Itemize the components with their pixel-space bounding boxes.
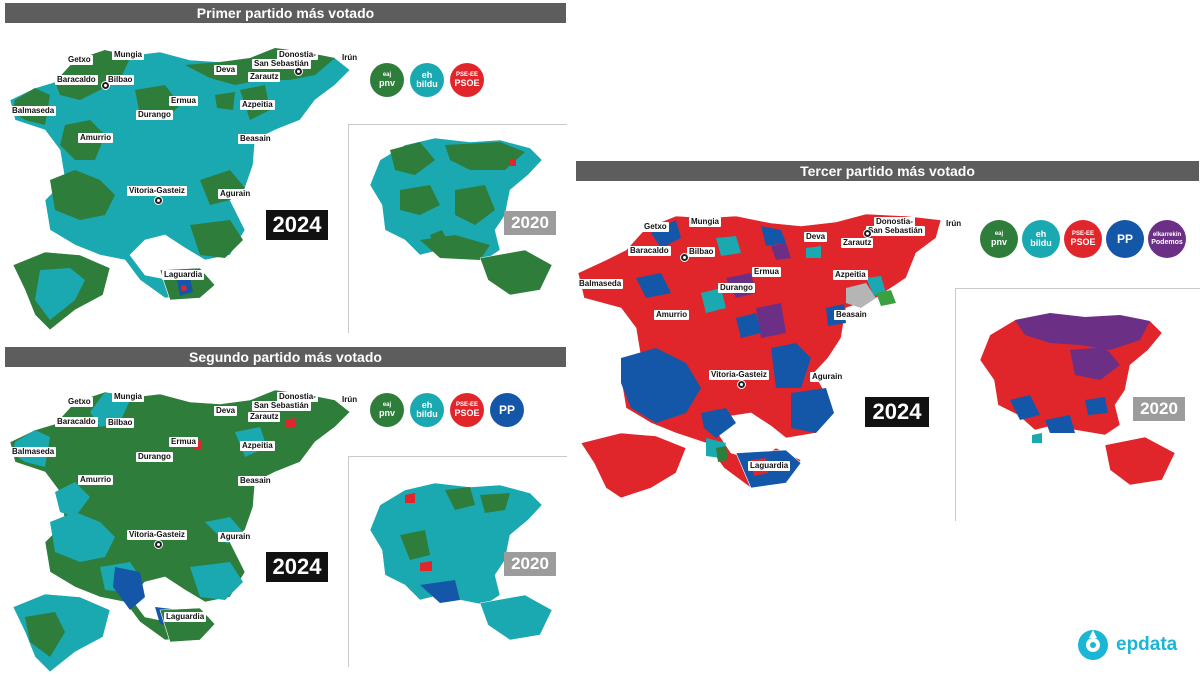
city-label-vitoria: Vitoria-Gasteiz: [709, 370, 769, 380]
city-marker-donostia: [863, 229, 872, 238]
city-label-durango: Durango: [718, 283, 755, 293]
panel-title-segundo: Segundo partido más votado: [5, 347, 566, 367]
city-label-agurain: Agurain: [810, 372, 845, 382]
city-label-mungia: Mungia: [112, 50, 144, 60]
legend-segundo: eaj pnv eh bildu PSE-EE PSOE PP: [370, 393, 524, 427]
city-label-bilbao: Bilbao: [687, 247, 716, 257]
map-primer-2020: [369, 137, 553, 296]
city-label-beasain: Beasain: [238, 476, 273, 486]
city-label-donostia: Donostia-: [277, 50, 318, 60]
city-label-baracaldo: Baracaldo: [628, 246, 671, 256]
city-label-zarautz: Zarautz: [841, 238, 874, 248]
city-label-deva: Deva: [214, 406, 238, 416]
party-bildu-logo: eh bildu: [1022, 220, 1060, 258]
city-label-getxo: Getxo: [66, 397, 93, 407]
city-label-bilbao: Bilbao: [106, 75, 135, 85]
party-pp-logo: PP: [1106, 220, 1144, 258]
city-label-irun: Irún: [944, 219, 964, 229]
city-label-getxo: Getxo: [66, 55, 93, 65]
party-pnv-logo: eaj pnv: [980, 220, 1018, 258]
city-label-zarautz: Zarautz: [248, 412, 281, 422]
party-bildu-logo: eh bildu: [410, 393, 444, 427]
city-label-laguardia: Laguardia: [748, 461, 791, 471]
map-tercer-2024: [577, 213, 942, 499]
city-label-irun: Irún: [340, 53, 360, 63]
city-label-donostia: Donostia-: [277, 392, 318, 402]
city-label-amurrio: Amurrio: [78, 133, 114, 143]
inset-frame-primer: [348, 124, 567, 333]
city-label-balmaseda: Balmaseda: [577, 279, 624, 289]
city-label-agurain: Agurain: [218, 532, 253, 542]
inset-frame-tercer: [955, 288, 1200, 521]
city-label-azpeitia: Azpeitia: [240, 100, 275, 110]
party-pnv-logo: eaj pnv: [370, 393, 404, 427]
city-label-ermua: Ermua: [169, 96, 198, 106]
year-main-segundo: 2024: [266, 552, 328, 582]
city-marker-vitoria: [737, 380, 746, 389]
city-label-vitoria: Vitoria-Gasteiz: [127, 186, 187, 196]
city-label-laguardia: Laguardia: [164, 612, 207, 622]
city-label-mungia: Mungia: [112, 392, 144, 402]
city-label-balmaseda: Balmaseda: [10, 106, 57, 116]
city-label-san-sebastian: San Sebastián: [252, 59, 311, 69]
city-label-san-sebastian: San Sebastián: [866, 226, 925, 236]
city-label-irun: Irún: [340, 395, 360, 405]
party-podemos-logo: elkarrekin Podemos: [1148, 220, 1186, 258]
map-segundo-2024: [9, 389, 351, 673]
city-label-bilbao: Bilbao: [106, 418, 135, 428]
city-label-durango: Durango: [136, 452, 173, 462]
year-main-primer: 2024: [266, 210, 328, 240]
panel-title-tercer: Tercer partido más votado: [576, 161, 1199, 181]
city-label-san-sebastian: San Sebastián: [252, 401, 311, 411]
city-marker-vitoria: [154, 196, 163, 205]
party-psoe-logo: PSE-EE PSOE: [450, 393, 484, 427]
city-label-baracaldo: Baracaldo: [55, 75, 98, 85]
city-label-agurain: Agurain: [218, 189, 253, 199]
city-label-deva: Deva: [214, 65, 238, 75]
year-main-tercer: 2024: [865, 397, 929, 427]
city-label-vitoria: Vitoria-Gasteiz: [127, 530, 187, 540]
city-label-durango: Durango: [136, 110, 173, 120]
city-label-ermua: Ermua: [169, 437, 198, 447]
year-prev-segundo: 2020: [504, 552, 556, 576]
city-label-mungia: Mungia: [689, 217, 721, 227]
panel-title-primer: Primer partido más votado: [5, 3, 566, 23]
party-psoe-logo: PSE-EE PSOE: [1064, 220, 1102, 258]
city-marker-bilbao: [101, 81, 110, 90]
party-pp-logo: PP: [490, 393, 524, 427]
legend-primer: eaj pnv eh bildu PSE-EE PSOE: [370, 63, 484, 97]
city-marker-vitoria: [154, 540, 163, 549]
city-label-donostia: Donostia-: [874, 217, 915, 227]
party-psoe-logo: PSE-EE PSOE: [450, 63, 484, 97]
city-label-deva: Deva: [804, 232, 828, 242]
party-pnv-logo: eaj pnv: [370, 63, 404, 97]
year-prev-tercer: 2020: [1133, 397, 1185, 421]
city-label-zarautz: Zarautz: [248, 72, 281, 82]
city-marker-bilbao: [680, 253, 689, 262]
map-segundo-2020: [369, 482, 553, 641]
city-label-getxo: Getxo: [642, 222, 669, 232]
party-bildu-logo: eh bildu: [410, 63, 444, 97]
city-label-beasain: Beasain: [834, 310, 869, 320]
city-label-amurrio: Amurrio: [654, 310, 690, 320]
legend-tercer: eaj pnv eh bildu PSE-EE PSOE PP elkarrekin P…: [980, 220, 1186, 258]
epdata-wordmark: epdata: [1116, 634, 1178, 655]
epdata-logo: epdata: [1076, 628, 1177, 662]
city-label-balmaseda: Balmaseda: [10, 447, 57, 457]
city-label-ermua: Ermua: [752, 267, 781, 277]
city-label-azpeitia: Azpeitia: [833, 270, 868, 280]
city-label-laguardia: Laguardia: [162, 270, 205, 280]
year-prev-primer: 2020: [504, 211, 556, 235]
map-tercer-2020: [979, 312, 1176, 486]
city-label-azpeitia: Azpeitia: [240, 441, 275, 451]
city-label-beasain: Beasain: [238, 134, 273, 144]
inset-frame-segundo: [348, 456, 567, 667]
epdata-icon: [1078, 630, 1108, 660]
city-marker-donostia: [294, 67, 303, 76]
city-label-amurrio: Amurrio: [78, 475, 114, 485]
city-label-baracaldo: Baracaldo: [55, 417, 98, 427]
